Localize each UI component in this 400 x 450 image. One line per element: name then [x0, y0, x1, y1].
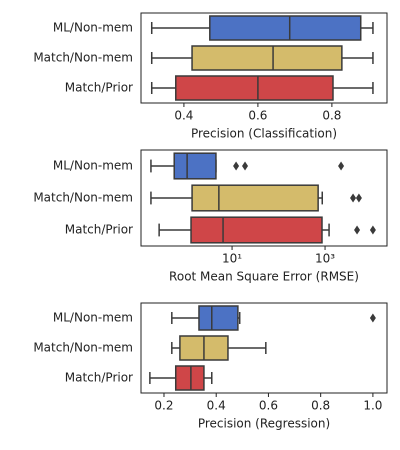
category-label: Match/Prior	[65, 81, 133, 95]
category-label: ML/Non-mem	[53, 159, 133, 173]
box	[191, 184, 319, 212]
axes-frame	[140, 302, 388, 394]
outlier	[355, 193, 362, 203]
box	[175, 75, 334, 101]
x-tick-label: 10³	[315, 252, 335, 266]
outlier	[350, 193, 357, 203]
x-tick-label: 0.8	[322, 109, 341, 123]
outlier	[369, 313, 376, 323]
axes-frame	[140, 149, 388, 247]
category-label: Match/Non-mem	[33, 51, 133, 65]
x-axis-label: Root Mean Square Error (RMSE)	[169, 270, 359, 284]
category-label: Match/Prior	[65, 371, 133, 385]
box	[191, 45, 343, 71]
category-label: Match/Non-mem	[33, 191, 133, 205]
x-tick-label: 1.0	[363, 399, 382, 413]
x-tick-label: 10¹	[222, 252, 242, 266]
x-tick-label: 0.8	[311, 399, 330, 413]
box	[174, 365, 205, 391]
x-tick-label: 0.4	[174, 109, 193, 123]
box	[173, 152, 217, 180]
x-tick-label: 0.4	[207, 399, 226, 413]
category-label: Match/Non-mem	[33, 341, 133, 355]
category-label: Match/Prior	[65, 223, 133, 237]
x-tick-label: 0.6	[259, 399, 278, 413]
box	[198, 305, 239, 331]
category-label: ML/Non-mem	[53, 311, 133, 325]
box	[209, 15, 362, 41]
box	[190, 216, 323, 244]
category-label: ML/Non-mem	[53, 21, 133, 35]
outlier	[242, 161, 249, 171]
outlier	[354, 225, 361, 235]
outlier	[233, 161, 240, 171]
x-tick-label: 0.6	[248, 109, 267, 123]
outlier	[338, 161, 345, 171]
x-tick-label: 0.2	[154, 399, 173, 413]
outlier	[369, 225, 376, 235]
x-axis-label: Precision (Regression)	[198, 417, 330, 431]
x-axis-label: Precision (Classification)	[191, 127, 337, 141]
axes-frame	[140, 12, 388, 104]
